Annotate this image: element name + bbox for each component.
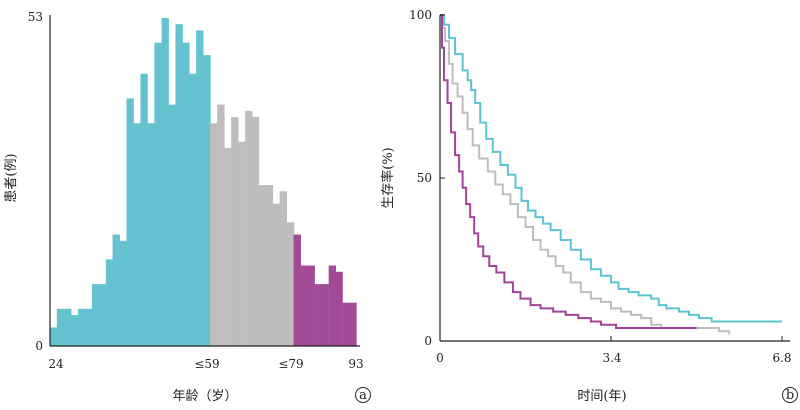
- histogram-bar: [237, 141, 246, 346]
- histogram-bar: [307, 265, 315, 346]
- histogram-bar: [119, 240, 128, 346]
- histogram-bar: [210, 123, 218, 347]
- survival-curve: [440, 14, 782, 323]
- y-tick-label-100: 100: [409, 8, 432, 22]
- histogram-bar: [245, 110, 253, 346]
- histogram-bar: [231, 117, 239, 347]
- histogram-bar: [182, 42, 190, 346]
- histogram-bar: [168, 104, 176, 346]
- histogram-bar: [161, 18, 169, 346]
- histogram-bar: [300, 265, 309, 346]
- survival-lines: [440, 14, 782, 335]
- y-tick-label-top: 53: [28, 10, 43, 24]
- x-tick-label-mid: 3.4: [602, 351, 621, 365]
- x-axis-title: 年龄（岁）: [172, 389, 237, 404]
- histogram-bar: [84, 308, 93, 346]
- histogram-bars: [50, 18, 357, 347]
- histogram-bar: [251, 117, 260, 347]
- histogram-bar: [175, 24, 183, 346]
- histogram-bar: [349, 302, 357, 346]
- x-tick-label-min: 24: [48, 357, 64, 371]
- axis-ticks: [439, 14, 783, 342]
- survival-curve: [440, 14, 731, 335]
- histogram-bar: [189, 73, 197, 346]
- histogram-bar: [112, 234, 120, 346]
- panel-label: a: [359, 388, 367, 403]
- histogram-bar: [217, 104, 225, 346]
- histogram-bar: [265, 185, 274, 346]
- age-histogram-panel: 53 0 24 ≤59 ≤79 93 年龄（岁） 患者(例) a: [4, 10, 371, 404]
- survival-curve-panel: 0 50 100 0 3.4 6.8 时间(年) 生存率(%) b: [380, 8, 798, 404]
- x-tick-label-max: 6.8: [772, 351, 791, 365]
- histogram-bar: [70, 315, 79, 346]
- histogram-bar: [154, 42, 162, 346]
- histogram-bar: [140, 73, 148, 346]
- y-axis-title: 患者(例): [4, 153, 19, 202]
- x-tick-label-79: ≤79: [278, 357, 303, 371]
- histogram-bar: [147, 123, 155, 347]
- panel-label-circle: [355, 387, 371, 403]
- histogram-bar: [293, 234, 301, 346]
- histogram-bar: [133, 123, 142, 347]
- histogram-bar: [98, 284, 106, 346]
- histogram-bar: [314, 284, 323, 346]
- histogram-bar: [77, 308, 86, 346]
- histogram-bar: [56, 308, 65, 346]
- y-tick-label-0: 0: [424, 334, 432, 348]
- histogram-bar: [328, 265, 337, 346]
- histogram-bar: [126, 98, 134, 346]
- y-tick-label-bottom: 0: [35, 339, 43, 353]
- histogram-bar: [272, 203, 281, 346]
- panel-label: b: [786, 388, 794, 403]
- histogram-bar: [50, 327, 58, 346]
- histogram-bar: [91, 284, 100, 346]
- histogram-bar: [335, 271, 343, 346]
- y-axis-title: 生存率(%): [380, 147, 396, 209]
- histogram-bar: [286, 222, 295, 346]
- histogram-bar: [196, 30, 204, 346]
- histogram-bar: [259, 185, 267, 346]
- histogram-bar: [321, 284, 329, 346]
- survival-curve: [440, 14, 697, 329]
- panel-label-circle: [782, 387, 798, 403]
- histogram-bar: [279, 191, 288, 346]
- histogram-bar: [105, 259, 114, 346]
- histogram-bar: [223, 147, 232, 346]
- x-tick-label-0: 0: [436, 351, 444, 365]
- histogram-bar: [342, 302, 350, 346]
- histogram-bar: [203, 55, 211, 346]
- histogram-bar: [64, 308, 72, 346]
- x-tick-label-max: 93: [348, 357, 363, 371]
- x-axis-title: 时间(年): [577, 389, 626, 404]
- x-tick-label-59: ≤59: [194, 357, 219, 371]
- y-tick-label-50: 50: [417, 171, 432, 185]
